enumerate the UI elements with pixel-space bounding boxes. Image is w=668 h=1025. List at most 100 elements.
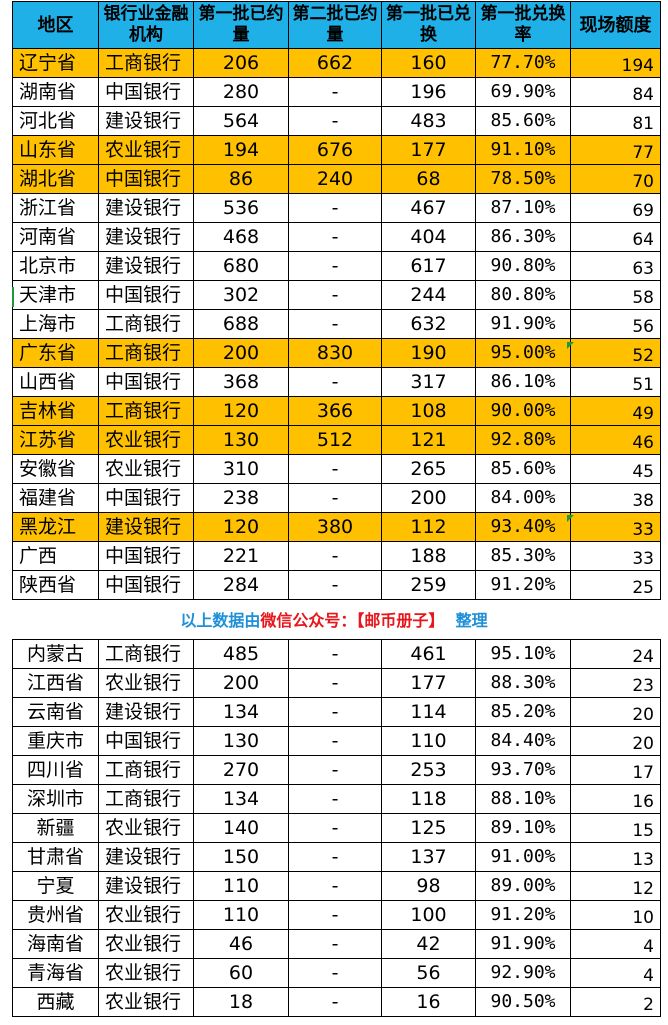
region-cell: 云南省: [12, 697, 99, 727]
bank-cell: 农业银行: [98, 958, 194, 988]
batch1-booked-cell: 130: [193, 726, 289, 756]
batch1-redeemed-cell: 137: [381, 842, 476, 872]
batch1-redeemed-cell: 461: [381, 639, 476, 669]
table-row: 内蒙古 工商银行 485-461 95.10% 24: [12, 639, 661, 669]
bank-cell: 农业银行: [98, 813, 194, 843]
table-row: 青海省 农业银行 60-56 92.90% 4: [12, 958, 661, 988]
batch1-rate-cell: 88.10%: [475, 784, 571, 814]
onsite-quota-cell: 52: [570, 338, 661, 368]
region-cell: 深圳市: [12, 784, 99, 814]
table-row: 甘肃省 建设银行 150-137 91.00% 13: [12, 842, 661, 872]
onsite-quota-cell: 63: [570, 251, 661, 281]
batch1-booked-cell: 120: [193, 512, 289, 542]
batch1-booked-cell: 46: [193, 929, 289, 959]
table-row: 海南省 农业银行 46-42 91.90% 4: [12, 929, 661, 959]
onsite-quota-cell: 38: [570, 483, 661, 513]
cell-comment-marker: [567, 342, 574, 349]
region-cell: 内蒙古: [12, 639, 99, 669]
batch1-booked-cell: 238: [193, 483, 289, 513]
table-body-bottom: 内蒙古 工商银行 485-461 95.10% 24 江西省 农业银行 200-177 88.3…: [12, 639, 661, 1017]
batch2-booked-cell: 240: [288, 164, 382, 194]
header-batch1-redeemed: 第一批已兑换: [381, 1, 476, 49]
region-cell: 重庆市: [12, 726, 99, 756]
region-cell: 河南省: [12, 222, 99, 252]
batch1-redeemed-cell: 121: [381, 425, 476, 455]
onsite-quota-cell: 10: [570, 900, 661, 930]
batch1-booked-cell: 221: [193, 541, 289, 571]
batch1-redeemed-cell: 253: [381, 755, 476, 785]
batch1-booked-cell: 140: [193, 813, 289, 843]
bank-cell: 工商银行: [98, 639, 194, 669]
region-cell: 甘肃省: [12, 842, 99, 872]
batch1-redeemed-cell: 404: [381, 222, 476, 252]
batch1-rate-cell: 92.80%: [475, 425, 571, 455]
batch1-redeemed-cell: 98: [381, 871, 476, 901]
onsite-quota-cell: 51: [570, 367, 661, 397]
batch2-booked-cell: -: [288, 106, 382, 136]
region-cell: 上海市: [12, 309, 99, 339]
table-row: 山东省 农业银行 194 676 177 91.10% 77: [12, 135, 661, 165]
batch2-booked-cell: -: [288, 755, 382, 785]
batch1-rate-cell: 85.20%: [475, 697, 571, 727]
batch2-booked-cell: -: [288, 367, 382, 397]
batch2-booked-cell: -: [288, 541, 382, 571]
region-cell: 青海省: [12, 958, 99, 988]
batch1-booked-cell: 200: [193, 668, 289, 698]
batch1-booked-cell: 120: [193, 396, 289, 426]
header-batch1-rate: 第一批兑换率: [475, 1, 571, 49]
batch1-redeemed-cell: 42: [381, 929, 476, 959]
region-cell: 海南省: [12, 929, 99, 959]
batch1-redeemed-cell: 196: [381, 77, 476, 107]
onsite-quota-cell: 2: [570, 987, 661, 1017]
onsite-quota-cell: 70: [570, 164, 661, 194]
batch1-rate-cell: 91.00%: [475, 842, 571, 872]
region-cell: 河北省: [12, 106, 99, 136]
table-row: 重庆市 中国银行 130-110 84.40% 20: [12, 726, 661, 756]
batch1-booked-cell: 130: [193, 425, 289, 455]
region-cell: 北京市: [12, 251, 99, 281]
batch1-redeemed-cell: 177: [381, 668, 476, 698]
batch1-booked-cell: 60: [193, 958, 289, 988]
bank-cell: 工商银行: [98, 396, 194, 426]
batch2-booked-cell: -: [288, 77, 382, 107]
batch1-redeemed-cell: 160: [381, 48, 476, 78]
batch1-rate-cell: 85.60%: [475, 454, 571, 484]
batch2-booked-cell: 830: [288, 338, 382, 368]
batch2-booked-cell: -: [288, 309, 382, 339]
batch2-booked-cell: -: [288, 251, 382, 281]
table-row: 湖南省 中国银行 280-196 69.90% 84: [12, 77, 661, 107]
batch1-redeemed-cell: 259: [381, 570, 476, 600]
batch1-booked-cell: 194: [193, 135, 289, 165]
onsite-quota-cell: 4: [570, 958, 661, 988]
bank-cell: 建设银行: [98, 193, 194, 223]
header-batch1-booked: 第一批已约量: [193, 1, 289, 49]
batch1-redeemed-cell: 188: [381, 541, 476, 571]
table-row: 新疆 农业银行 140-125 89.10% 15: [12, 813, 661, 843]
batch1-booked-cell: 680: [193, 251, 289, 281]
onsite-quota-cell: 45: [570, 454, 661, 484]
region-cell: 贵州省: [12, 900, 99, 930]
onsite-quota-cell: 13: [570, 842, 661, 872]
batch1-rate-cell: 93.70%: [475, 755, 571, 785]
batch1-redeemed-cell: 617: [381, 251, 476, 281]
batch2-booked-cell: -: [288, 697, 382, 727]
region-cell: 江西省: [12, 668, 99, 698]
batch1-rate-cell: 85.60%: [475, 106, 571, 136]
batch1-rate-cell: 93.40%: [475, 512, 571, 542]
batch2-booked-cell: -: [288, 784, 382, 814]
region-cell: 山西省: [12, 367, 99, 397]
batch1-rate-cell: 89.00%: [475, 871, 571, 901]
bank-cell: 农业银行: [98, 135, 194, 165]
batch2-booked-cell: -: [288, 726, 382, 756]
onsite-quota-cell: 69: [570, 193, 661, 223]
banner-name: 【邮币册子】: [356, 611, 445, 630]
batch1-booked-cell: 310: [193, 454, 289, 484]
batch2-booked-cell: -: [288, 871, 382, 901]
batch2-booked-cell: -: [288, 280, 382, 310]
region-cell: 江苏省: [12, 425, 99, 455]
onsite-quota-cell: 46: [570, 425, 661, 455]
bank-cell: 中国银行: [98, 541, 194, 571]
batch1-redeemed-cell: 265: [381, 454, 476, 484]
bank-cell: 中国银行: [98, 77, 194, 107]
batch1-redeemed-cell: 100: [381, 900, 476, 930]
